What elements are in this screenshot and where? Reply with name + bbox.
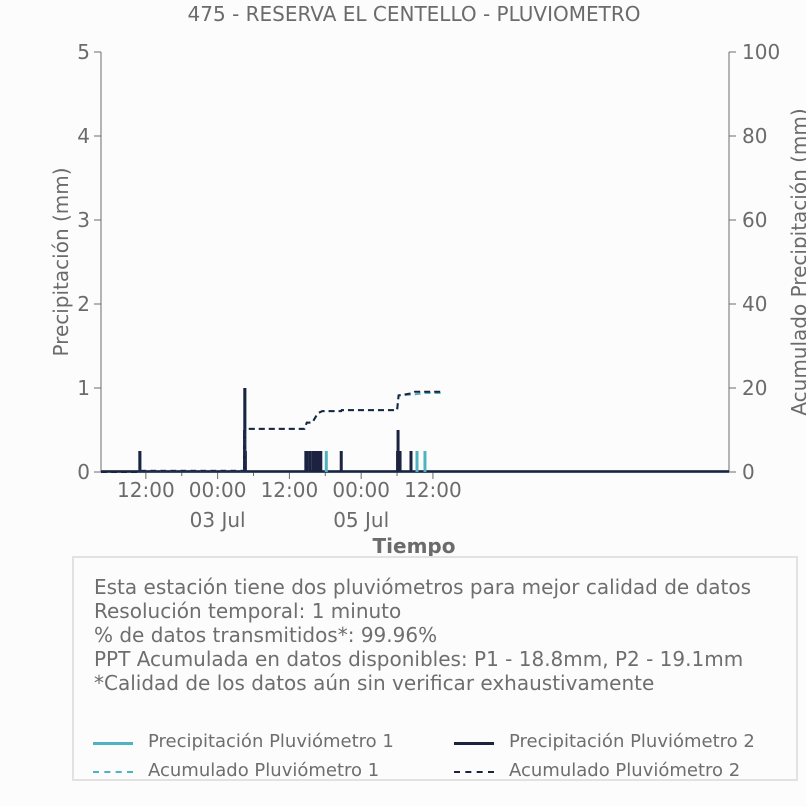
y-tick-label-right: 60 [742, 208, 767, 232]
x-tick-label: 12:00 [404, 478, 462, 502]
info-legend-box: Esta estación tiene dos pluviómetros par… [72, 556, 798, 781]
info-line: % de datos transmitidos*: 99.96% [94, 623, 438, 647]
y-tick-label-right: 40 [742, 292, 767, 316]
x-tick-date-label: 03 Jul [190, 508, 246, 532]
cumulative-line-p2 [101, 390, 442, 473]
x-tick-label: 00:00 [332, 478, 390, 502]
legend-label: Acumulado Pluviómetro 1 [148, 760, 380, 781]
y-axis-label-right: Acumulado Precipitación (mm) [787, 108, 806, 415]
legend-label: Precipitación Pluviómetro 2 [509, 731, 755, 752]
legend-swatch-solid-p2 [454, 742, 494, 745]
info-line: Esta estación tiene dos pluviómetros par… [94, 575, 752, 599]
x-tick-label: 12:00 [261, 478, 319, 502]
y-axis-label-left: Precipitación (mm) [49, 167, 73, 356]
y-tick-label-right: 100 [742, 40, 780, 64]
legend-swatch-dashed-p1 [93, 771, 133, 773]
y-tick-label-right: 0 [742, 460, 755, 484]
y-tick-label-right: 80 [742, 124, 767, 148]
y-tick-label-left: 3 [77, 208, 90, 232]
x-tick-date-label: 05 Jul [333, 508, 389, 532]
chart: 475 - RESERVA EL CENTELLO - PLUVIOMETRO 0… [49, 2, 806, 556]
info-line: PPT Acumulada en datos disponibles: P1 -… [94, 647, 744, 671]
x-tick-label: 00:00 [189, 478, 247, 502]
legend-label: Precipitación Pluviómetro 1 [148, 731, 394, 752]
y-tick-label-left: 1 [77, 376, 90, 400]
legend-swatch-dashed-p2 [454, 771, 494, 773]
y-tick-label-right: 20 [742, 376, 767, 400]
chart-title: 475 - RESERVA EL CENTELLO - PLUVIOMETRO [188, 2, 641, 26]
cumulative-line-p1 [101, 392, 442, 473]
y-tick-label-left: 4 [77, 124, 90, 148]
legend-swatch-solid-p1 [93, 742, 133, 745]
y-tick-label-left: 0 [77, 460, 90, 484]
info-line: *Calidad de los datos aún sin verificar … [94, 671, 655, 695]
info-line: Resolución temporal: 1 minuto [94, 599, 402, 623]
x-axis-label: Tiempo [373, 534, 456, 556]
y-tick-label-left: 5 [77, 40, 90, 64]
y-tick-label-left: 2 [77, 292, 90, 316]
station-info: Esta estación tiene dos pluviómetros par… [94, 575, 751, 695]
legend-label: Acumulado Pluviómetro 2 [509, 760, 741, 781]
x-tick-label: 12:00 [117, 478, 175, 502]
